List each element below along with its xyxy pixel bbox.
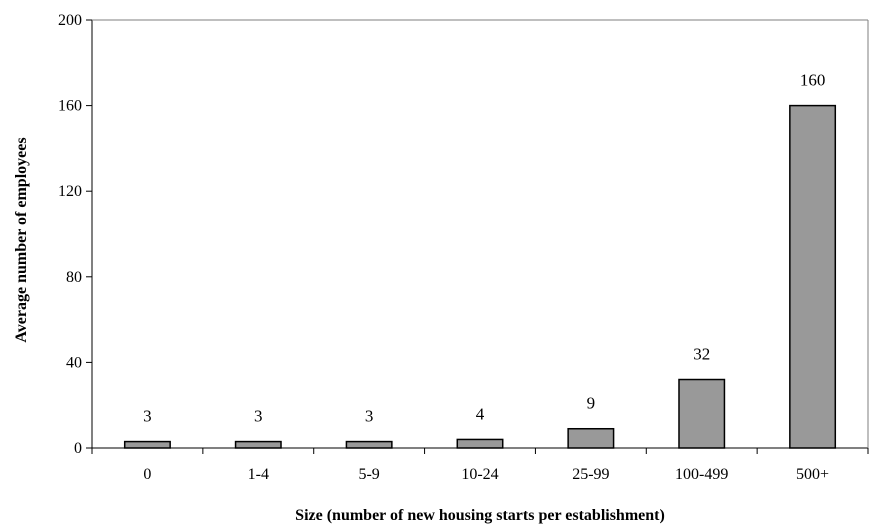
x-tick-label: 1-4 xyxy=(248,466,269,483)
y-tick-label: 80 xyxy=(66,269,82,286)
y-tick-label: 200 xyxy=(58,12,82,29)
bar xyxy=(567,427,615,449)
bar xyxy=(345,440,393,449)
y-tick-label: 120 xyxy=(58,183,82,200)
data-label: 3 xyxy=(254,407,263,426)
data-label: 4 xyxy=(476,404,485,423)
y-tick-label: 0 xyxy=(74,440,82,457)
bar xyxy=(234,440,282,449)
bar xyxy=(123,440,171,449)
data-label: 3 xyxy=(143,407,152,426)
bars xyxy=(123,104,837,449)
x-tick-label: 0 xyxy=(143,466,151,483)
bar xyxy=(789,104,837,449)
x-tick-label: 10-24 xyxy=(461,466,498,483)
x-tick-label: 25-99 xyxy=(572,466,609,483)
x-tick-label: 500+ xyxy=(796,466,829,483)
x-axis-title: Size (number of new housing starts per e… xyxy=(295,507,665,524)
data-label: 32 xyxy=(693,345,710,364)
data-labels: 3 3 3 4 9 32 160 xyxy=(143,71,825,426)
data-label: 3 xyxy=(365,407,374,426)
y-ticks: 0 40 80 120 160 200 xyxy=(58,12,92,457)
bar xyxy=(678,378,726,449)
x-tick-label: 100-499 xyxy=(675,466,728,483)
bar xyxy=(456,438,504,449)
y-tick-label: 40 xyxy=(66,354,82,371)
x-ticks: 0 1-4 5-9 10-24 25-99 100-499 500+ xyxy=(91,448,869,483)
data-label: 160 xyxy=(800,71,826,90)
y-tick-label: 160 xyxy=(58,98,82,115)
x-tick-label: 5-9 xyxy=(358,466,379,483)
y-axis-title: Average number of employees xyxy=(13,137,30,342)
axes xyxy=(91,19,869,449)
data-label: 9 xyxy=(587,394,596,413)
